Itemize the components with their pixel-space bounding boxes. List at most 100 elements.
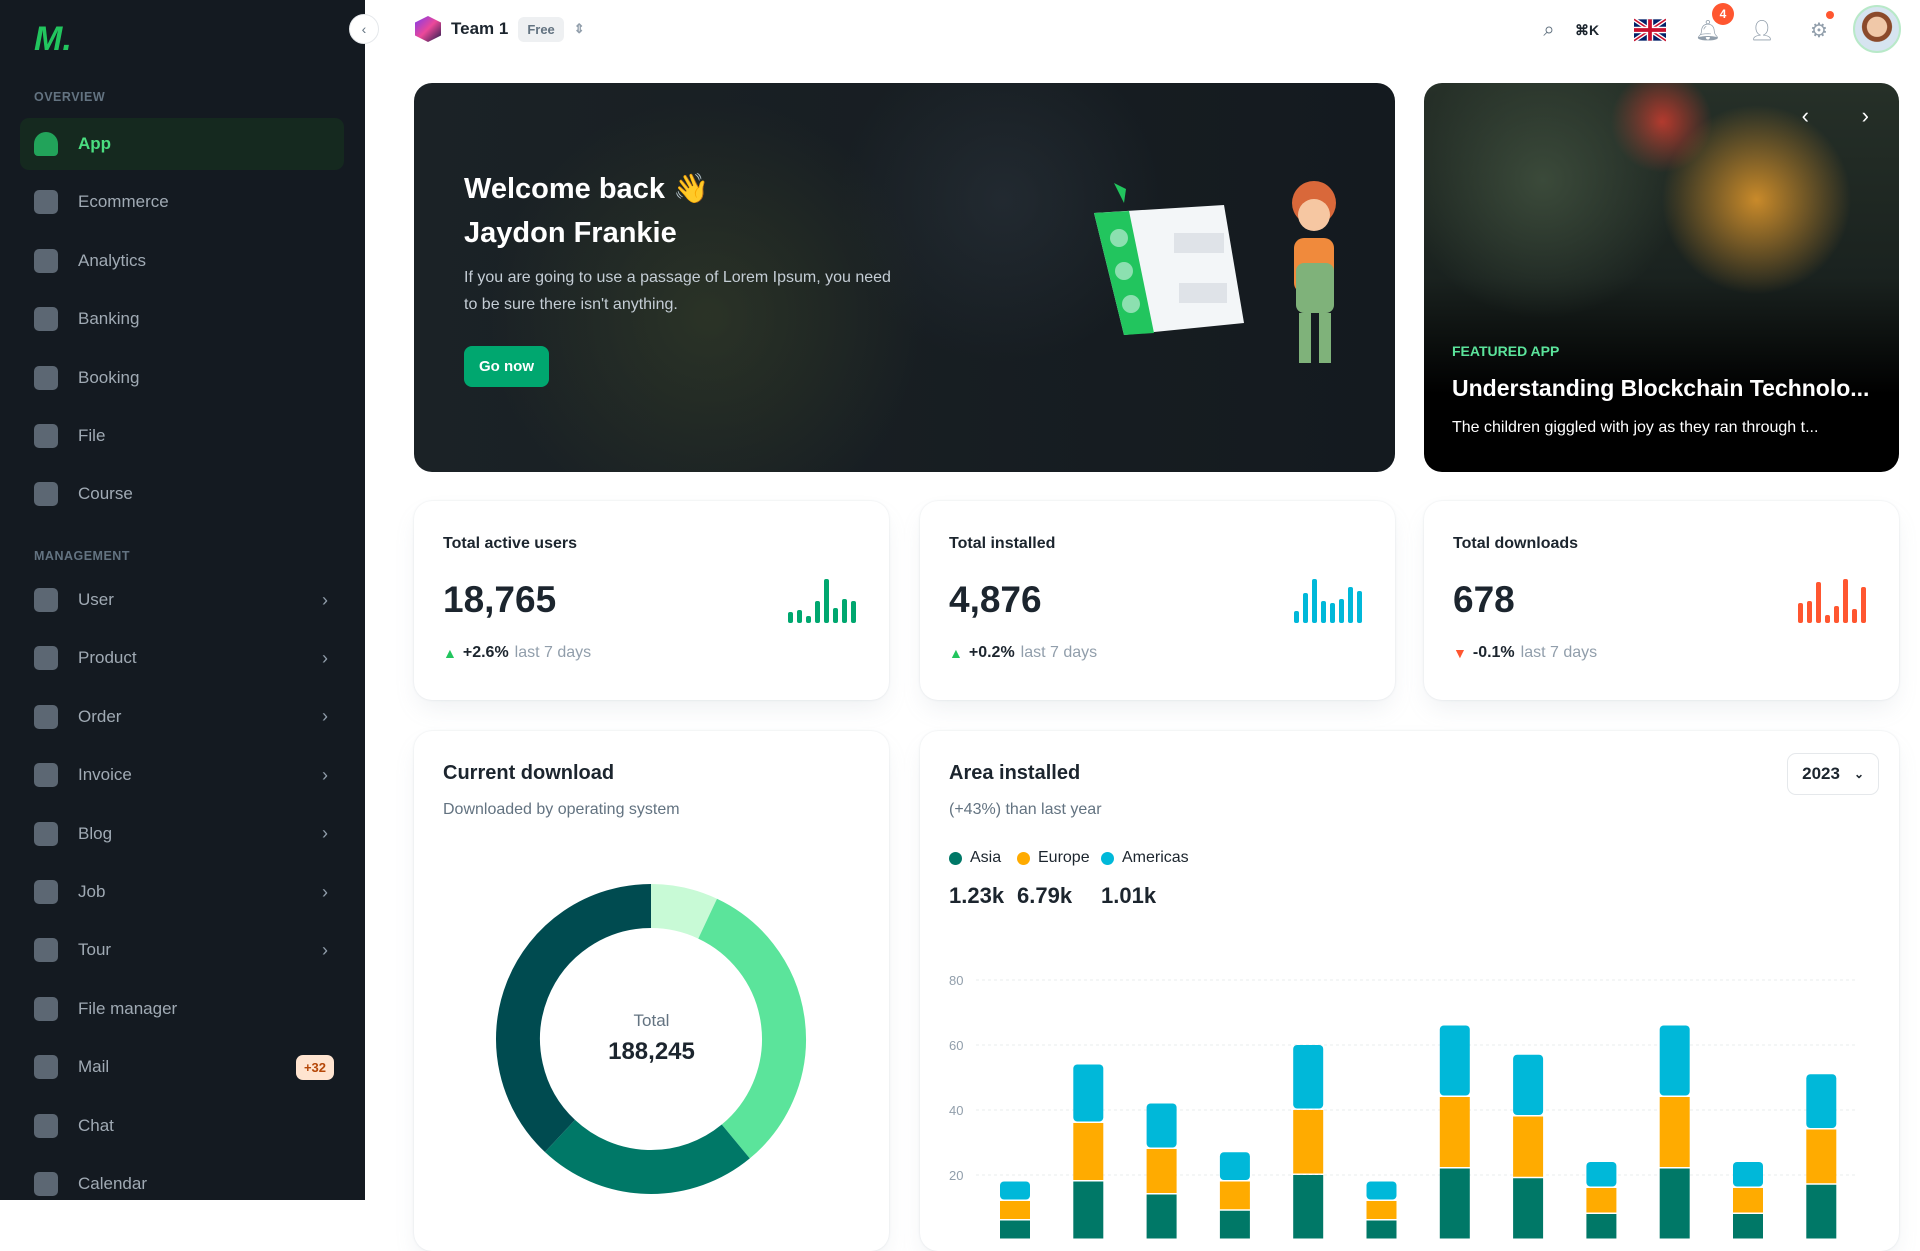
sidebar-item-ecommerce[interactable]: Ecommerce (20, 176, 344, 228)
sidebar-item-label: Course (78, 484, 133, 504)
donut-slice[interactable] (650, 884, 717, 939)
gear-icon: ⚙ (1810, 19, 1828, 42)
notifications-button[interactable]: 🔔︎ 4 (1694, 3, 1734, 44)
bar-europe[interactable] (1073, 1123, 1104, 1180)
sidebar-item-app[interactable]: App (20, 118, 344, 170)
sidebar-item-tour[interactable]: Tour › (20, 924, 344, 976)
legend-dot-icon (1017, 851, 1030, 865)
avatar[interactable] (1853, 5, 1901, 53)
bar-americas[interactable] (1733, 1162, 1763, 1187)
bar-americas[interactable] (1293, 1045, 1324, 1109)
donut-slice[interactable] (496, 884, 652, 1152)
sidebar-item-label: Product (78, 648, 137, 668)
sidebar-item-label: Banking (78, 309, 140, 329)
search-button[interactable]: ⌕ (1536, 16, 1562, 44)
bar-asia[interactable] (1733, 1214, 1763, 1239)
sidebar-item-file[interactable]: File (20, 410, 344, 462)
bar-asia[interactable] (1000, 1220, 1030, 1239)
settings-button[interactable]: ⚙ (1805, 11, 1834, 44)
year-select[interactable]: 2023 ⌄ (1787, 753, 1879, 795)
bar-europe[interactable] (1000, 1201, 1030, 1219)
bar-europe[interactable] (1659, 1097, 1690, 1167)
stat-change: -0.1% (1472, 644, 1515, 661)
bar-asia[interactable] (1439, 1168, 1470, 1239)
bar-asia[interactable] (1366, 1220, 1397, 1239)
donut-center-value: 188,245 (608, 1038, 695, 1065)
donut-slice[interactable] (544, 1119, 750, 1194)
legend-total: 1.01k (1101, 883, 1157, 908)
section-management: MANAGEMENT (34, 549, 130, 563)
bar-asia[interactable] (1659, 1168, 1690, 1239)
sidebar-item-job[interactable]: Job › (20, 866, 344, 918)
bar-asia[interactable] (1293, 1175, 1324, 1239)
bar-europe[interactable] (1439, 1097, 1470, 1167)
sidebar-item-label: Invoice (78, 765, 132, 785)
language-button[interactable] (1634, 16, 1666, 44)
bar-asia[interactable] (1586, 1214, 1617, 1239)
legend-dot-icon (949, 851, 962, 865)
chevron-left-icon: ‹ (361, 21, 367, 37)
legend-item[interactable]: Americas 1.01k (1101, 849, 1189, 909)
carousel-prev-icon[interactable]: ‹ (1801, 103, 1809, 128)
sidebar-item-blog[interactable]: Blog › (20, 808, 344, 860)
bar-americas[interactable] (1439, 1025, 1470, 1096)
stat-title: Total active users (443, 535, 577, 552)
bar-americas[interactable] (1513, 1054, 1544, 1115)
bar-americas[interactable] (1659, 1025, 1690, 1096)
sidebar-item-label: File manager (78, 998, 178, 1018)
carousel-next-icon[interactable]: › (1861, 103, 1869, 128)
sidebar-item-file-manager[interactable]: File manager (20, 983, 344, 1035)
team-switcher[interactable]: Team 1 Free ⇕ (415, 16, 585, 42)
bar-americas[interactable] (1366, 1181, 1397, 1200)
bar-americas[interactable] (1146, 1103, 1177, 1148)
bar-americas[interactable] (1806, 1074, 1837, 1128)
sidebar-item-mail[interactable]: Mail +32 (20, 1041, 344, 1093)
featured-title[interactable]: Understanding Blockchain Technolo... (1452, 375, 1870, 401)
bar-europe[interactable] (1586, 1188, 1617, 1213)
sidebar-item-booking[interactable]: Booking (20, 352, 344, 404)
go-now-button[interactable]: Go now (464, 346, 549, 387)
bar-europe[interactable] (1366, 1201, 1397, 1219)
bar-europe[interactable] (1513, 1116, 1544, 1177)
bar-asia[interactable] (1073, 1181, 1104, 1239)
banking-icon (34, 307, 58, 332)
donut-chart (496, 884, 806, 1194)
sparkline-bar (1303, 593, 1308, 623)
bar-americas[interactable] (1000, 1181, 1030, 1200)
bar-americas[interactable] (1586, 1162, 1617, 1187)
sidebar-item-banking[interactable]: Banking (20, 293, 344, 345)
bar-europe[interactable] (1733, 1188, 1763, 1213)
donut-slice[interactable] (697, 898, 806, 1159)
bar-asia[interactable] (1806, 1184, 1837, 1239)
sidebar-item-chat[interactable]: Chat (20, 1100, 344, 1152)
bar-asia[interactable] (1513, 1178, 1544, 1239)
featured-app-carousel[interactable]: ‹ › FEATURED APP Understanding Blockchai… (1424, 83, 1899, 472)
bar-asia[interactable] (1146, 1194, 1177, 1239)
app-icon (34, 132, 58, 156)
contacts-button[interactable]: 👤︎ (1748, 16, 1776, 44)
sidebar-item-calendar[interactable]: Calendar (20, 1158, 344, 1210)
chevron-right-icon: › (322, 647, 328, 668)
bar-americas[interactable] (1219, 1152, 1250, 1180)
stat-period: last 7 days (514, 644, 592, 661)
sidebar-item-course[interactable]: Course (20, 468, 344, 520)
sidebar-item-invoice[interactable]: Invoice › (20, 749, 344, 801)
sidebar-item-analytics[interactable]: Analytics (20, 235, 344, 287)
legend-item[interactable]: Europe 6.79k (1017, 849, 1090, 909)
sidebar-item-product[interactable]: Product › (20, 632, 344, 684)
collapse-sidebar-button[interactable]: ‹ (349, 14, 379, 44)
bar-asia[interactable] (1219, 1210, 1250, 1239)
stat-card: Total downloads 678 ▼ -0.1% last 7 days (1424, 501, 1899, 700)
bar-europe[interactable] (1806, 1129, 1837, 1184)
sidebar-item-user[interactable]: User › (20, 574, 344, 626)
chevron-right-icon: › (322, 764, 328, 785)
bar-europe[interactable] (1293, 1110, 1324, 1174)
logo[interactable]: M. (34, 20, 72, 58)
sidebar-item-order[interactable]: Order › (20, 691, 344, 743)
bar-europe[interactable] (1146, 1149, 1177, 1193)
bar-europe[interactable] (1219, 1181, 1250, 1210)
sparkline-bar (1357, 591, 1362, 623)
legend-item[interactable]: Asia 1.23k (949, 849, 1004, 909)
stat-change: +2.6% (462, 644, 509, 661)
bar-americas[interactable] (1073, 1064, 1104, 1122)
